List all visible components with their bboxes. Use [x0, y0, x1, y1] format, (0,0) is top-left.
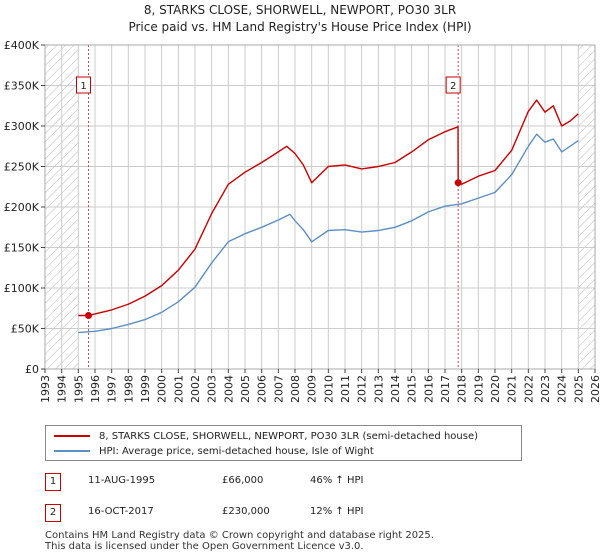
x-tick-label: 2000 — [156, 375, 169, 403]
y-tick-label: £50K — [11, 323, 40, 336]
sale-row: 1 11-AUG-1995 £66,000 46% ↑ HPI — [45, 473, 445, 493]
y-tick-label: £150K — [4, 242, 40, 255]
x-tick-label: 2024 — [556, 375, 569, 403]
legend-item-property: 8, STARKS CLOSE, SHORWELL, NEWPORT, PO30… — [54, 429, 478, 443]
x-tick-label: 1993 — [39, 375, 52, 403]
series-line-property — [78, 99, 579, 317]
y-tick-label: £350K — [4, 80, 40, 93]
x-tick-label: 2014 — [389, 375, 402, 403]
sale-price: £230,000 — [222, 506, 270, 517]
sale-date: 16-OCT-2017 — [88, 506, 154, 517]
y-tick-label: £250K — [4, 161, 40, 174]
x-tick-label: 2016 — [422, 375, 435, 403]
x-tick-label: 2002 — [189, 375, 202, 403]
y-tick-label: £300K — [4, 120, 40, 133]
x-tick-label: 2019 — [472, 375, 485, 403]
footer: Contains HM Land Registry data © Crown c… — [45, 530, 434, 552]
x-tick-label: 2010 — [322, 375, 335, 403]
chart-legend: 8, STARKS CLOSE, SHORWELL, NEWPORT, PO30… — [45, 425, 522, 461]
footer-line2: This data is licensed under the Open Gov… — [45, 541, 364, 552]
legend-hpi-swatch — [54, 450, 90, 452]
x-tick-label: 2015 — [406, 375, 419, 403]
legend-property-swatch — [54, 435, 90, 437]
x-tick-label: 2025 — [572, 375, 585, 403]
x-tick-label: 2005 — [239, 375, 252, 403]
x-tick-label: 2003 — [206, 375, 219, 403]
chart-title-line2: Price paid vs. HM Land Registry's House … — [128, 20, 472, 34]
y-tick-label: £0 — [25, 363, 39, 376]
y-tick-label: £400K — [4, 39, 40, 52]
sale-number-badge: 1 — [45, 473, 61, 491]
axes: £0 £50K £100K £150K £200K £250K £300K £350K £400… — [4, 39, 600, 403]
x-tick-label: 2022 — [522, 375, 535, 403]
legend-hpi-label: HPI: Average price, semi-detached house,… — [99, 445, 374, 457]
x-tick-label: 2021 — [506, 375, 519, 403]
sale-label-box — [76, 76, 91, 94]
x-tick-label: 2018 — [456, 375, 469, 403]
series — [78, 99, 579, 334]
sale-point — [85, 312, 92, 320]
y-tick-label: £200K — [4, 201, 40, 214]
x-tick-label: 1998 — [122, 375, 135, 403]
x-tick-label: 1997 — [106, 375, 119, 403]
x-tick-label: 1994 — [56, 375, 69, 403]
sale-point — [454, 179, 462, 187]
x-tick-label: 2007 — [272, 375, 285, 403]
sale-row: 2 16-OCT-2017 £230,000 12% ↑ HPI — [45, 504, 445, 524]
sale-price: £66,000 — [222, 475, 264, 486]
x-tick-label: 1995 — [72, 375, 85, 403]
grid — [44, 44, 596, 370]
series-line-hpi — [78, 133, 579, 334]
sale-label-text: 2 — [450, 81, 456, 92]
y-tick-label: £100K — [4, 282, 40, 295]
x-tick-label: 2026 — [589, 375, 600, 403]
x-tick-label: 2012 — [356, 375, 369, 403]
x-tick-label: 2006 — [256, 375, 269, 403]
sale-hpi-diff: 12% ↑ HPI — [310, 506, 364, 517]
x-tick-label: 2020 — [489, 375, 502, 403]
x-tick-label: 2013 — [372, 375, 385, 403]
sale-date: 11-AUG-1995 — [88, 475, 156, 486]
legend-property-label: 8, STARKS CLOSE, SHORWELL, NEWPORT, PO30… — [99, 430, 479, 442]
x-tick-label: 2009 — [306, 375, 319, 403]
x-tick-label: 1996 — [89, 375, 102, 403]
sale-hpi-diff: 46% ↑ HPI — [310, 475, 364, 486]
x-tick-label: 2017 — [439, 375, 452, 403]
chart-title-line1: 8, STARKS CLOSE, SHORWELL, NEWPORT, PO30… — [143, 3, 457, 17]
sale-label-box — [445, 76, 461, 94]
x-tick-label: 2023 — [539, 375, 552, 403]
sale-number-badge: 2 — [45, 504, 61, 522]
chart-title: 8, STARKS CLOSE, SHORWELL, NEWPORT, PO30… — [0, 2, 600, 36]
x-tick-label: 2008 — [289, 375, 302, 403]
legend-item-hpi: HPI: Average price, semi-detached house,… — [54, 444, 374, 458]
sale-label-text: 1 — [80, 81, 86, 92]
x-tick-label: 2011 — [339, 375, 352, 403]
x-tick-label: 1999 — [139, 375, 152, 403]
footer-line1: Contains HM Land Registry data © Crown c… — [45, 530, 434, 541]
x-tick-label: 2001 — [172, 375, 185, 403]
x-tick-label: 2004 — [222, 375, 235, 403]
